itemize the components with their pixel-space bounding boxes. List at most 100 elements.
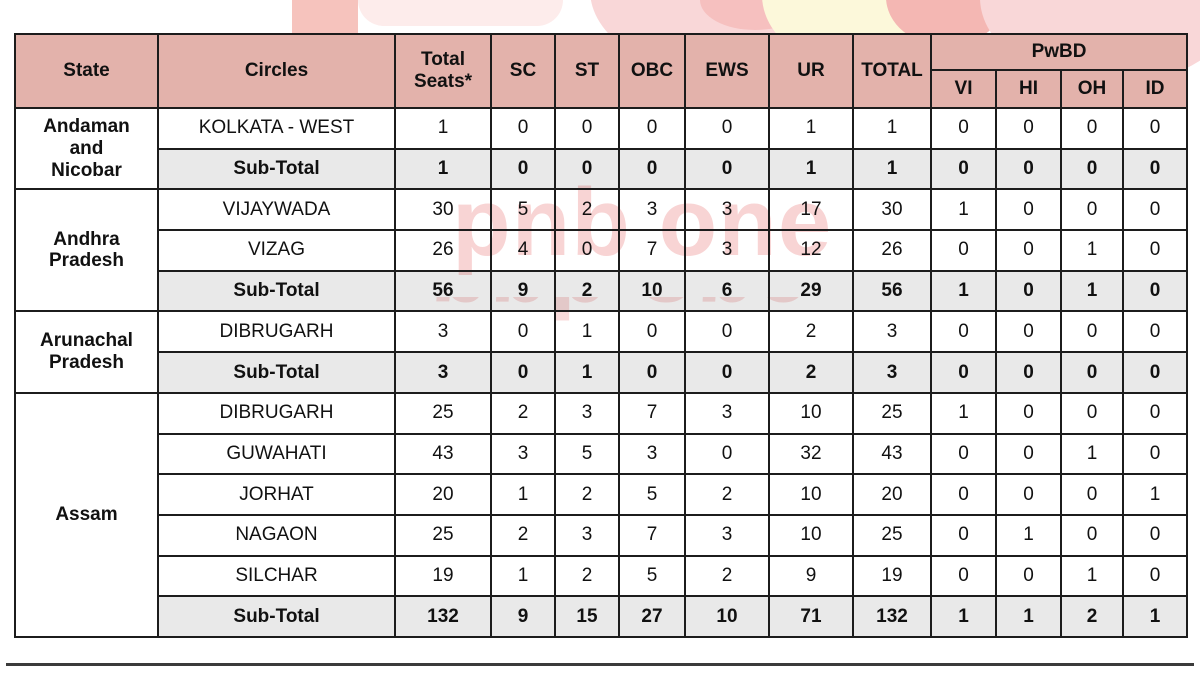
value-cell: 1 bbox=[1060, 269, 1124, 313]
circle-cell: GUWAHATI bbox=[157, 432, 396, 476]
circle-cell: NAGAON bbox=[157, 513, 396, 557]
table-row: GUWAHATI 43 3 5 3 0 32 43 0 0 1 0 bbox=[15, 432, 1189, 476]
value-cell: 56 bbox=[852, 269, 932, 313]
value-cell: 5 bbox=[618, 473, 686, 516]
value-cell: 2 bbox=[554, 473, 620, 516]
value-cell: 0 bbox=[930, 310, 997, 354]
value-cell: 43 bbox=[394, 432, 492, 476]
value-cell: 0 bbox=[554, 147, 620, 191]
value-cell: 0 bbox=[1121, 188, 1189, 232]
value-cell: 3 bbox=[394, 351, 492, 394]
subtotal-row: Sub-Total 3 0 1 0 0 2 3 0 0 0 0 bbox=[15, 351, 1189, 394]
value-cell: 5 bbox=[490, 188, 556, 232]
value-cell: 2 bbox=[554, 188, 620, 232]
table-row: NAGAON 25 2 3 7 3 10 25 0 1 0 0 bbox=[15, 513, 1189, 557]
value-cell: 3 bbox=[618, 432, 686, 476]
value-cell: 3 bbox=[852, 310, 932, 354]
value-cell: 3 bbox=[554, 513, 620, 557]
value-cell: 1 bbox=[995, 595, 1062, 638]
value-cell: 0 bbox=[1060, 473, 1124, 516]
table-row: Assam DIBRUGARH 25 2 3 7 3 10 25 1 0 0 0 bbox=[14, 391, 1189, 638]
value-cell: 2 bbox=[768, 310, 854, 354]
state-cell: Arunachal Pradesh bbox=[14, 310, 159, 394]
header-st: ST bbox=[554, 33, 620, 109]
value-cell: 0 bbox=[1060, 188, 1124, 232]
value-cell: 29 bbox=[768, 269, 854, 313]
value-cell: 0 bbox=[490, 107, 556, 150]
value-cell: 2 bbox=[554, 554, 620, 598]
value-cell: 0 bbox=[995, 351, 1062, 394]
table-header: State Circles Total Seats* SC ST OBC EWS… bbox=[14, 33, 1189, 109]
value-cell: 0 bbox=[1121, 310, 1189, 354]
value-cell: 25 bbox=[852, 513, 932, 557]
table-body: Andaman and Nicobar KOLKATA - WEST 1 0 0 0 0 1 1… bbox=[14, 106, 1189, 638]
value-cell: 7 bbox=[618, 229, 686, 272]
value-cell: 0 bbox=[1121, 554, 1189, 598]
value-cell: 0 bbox=[490, 147, 556, 191]
table-row: Andaman and Nicobar KOLKATA - WEST 1 0 0 0 0 1 1… bbox=[14, 106, 1189, 191]
table-row: Andhra Pradesh VIJAYWADA 30 5 2 3 3 17 30 1 0 0 0 bbox=[14, 188, 1189, 313]
value-cell: 1 bbox=[930, 391, 997, 435]
value-cell: 2 bbox=[490, 513, 556, 557]
value-cell: 3 bbox=[554, 391, 620, 435]
value-cell: 3 bbox=[684, 391, 770, 435]
value-cell: 0 bbox=[618, 351, 686, 394]
value-cell: 0 bbox=[995, 473, 1062, 516]
value-cell: 1 bbox=[768, 147, 854, 191]
value-cell: 7 bbox=[618, 513, 686, 557]
value-cell: 0 bbox=[1060, 351, 1124, 394]
value-cell: 3 bbox=[852, 351, 932, 394]
value-cell: 20 bbox=[852, 473, 932, 516]
logo-blob-soft bbox=[358, 0, 563, 26]
value-cell: 2 bbox=[554, 269, 620, 313]
circle-cell: KOLKATA - WEST bbox=[157, 107, 396, 150]
header-total: TOTAL bbox=[852, 33, 932, 109]
value-cell: 19 bbox=[394, 554, 492, 598]
value-cell: 1 bbox=[930, 188, 997, 232]
value-cell: 0 bbox=[684, 351, 770, 394]
value-cell: 0 bbox=[930, 229, 997, 272]
value-cell: 2 bbox=[1060, 595, 1124, 638]
value-cell: 0 bbox=[1121, 432, 1189, 476]
value-cell: 1 bbox=[768, 107, 854, 150]
circle-cell: Sub-Total bbox=[157, 269, 396, 313]
value-cell: 2 bbox=[684, 473, 770, 516]
circle-cell: VIJAYWADA bbox=[157, 188, 396, 232]
header-oh: OH bbox=[1060, 69, 1124, 109]
value-cell: 0 bbox=[995, 269, 1062, 313]
value-cell: 25 bbox=[394, 513, 492, 557]
value-cell: 0 bbox=[1121, 513, 1189, 557]
value-cell: 30 bbox=[394, 188, 492, 232]
value-cell: 1 bbox=[852, 107, 932, 150]
value-cell: 0 bbox=[1060, 513, 1124, 557]
header-ur: UR bbox=[768, 33, 854, 109]
value-cell: 1 bbox=[554, 351, 620, 394]
value-cell: 0 bbox=[1060, 147, 1124, 191]
value-cell: 0 bbox=[618, 107, 686, 150]
value-cell: 43 bbox=[852, 432, 932, 476]
value-cell: 0 bbox=[490, 351, 556, 394]
value-cell: 0 bbox=[1060, 107, 1124, 150]
value-cell: 3 bbox=[394, 310, 492, 354]
value-cell: 0 bbox=[1121, 269, 1189, 313]
circle-cell: Sub-Total bbox=[157, 147, 396, 191]
value-cell: 0 bbox=[995, 229, 1062, 272]
value-cell: 0 bbox=[684, 107, 770, 150]
value-cell: 132 bbox=[852, 595, 932, 638]
value-cell: 12 bbox=[768, 229, 854, 272]
value-cell: 0 bbox=[1060, 391, 1124, 435]
value-cell: 1 bbox=[852, 147, 932, 191]
value-cell: 0 bbox=[930, 432, 997, 476]
value-cell: 9 bbox=[490, 595, 556, 638]
circle-cell: Sub-Total bbox=[157, 595, 396, 638]
value-cell: 4 bbox=[490, 229, 556, 272]
value-cell: 5 bbox=[618, 554, 686, 598]
value-cell: 10 bbox=[618, 269, 686, 313]
header-circles: Circles bbox=[157, 33, 396, 109]
value-cell: 0 bbox=[995, 310, 1062, 354]
value-cell: 1 bbox=[995, 513, 1062, 557]
value-cell: 3 bbox=[618, 188, 686, 232]
value-cell: 0 bbox=[618, 310, 686, 354]
value-cell: 0 bbox=[930, 351, 997, 394]
